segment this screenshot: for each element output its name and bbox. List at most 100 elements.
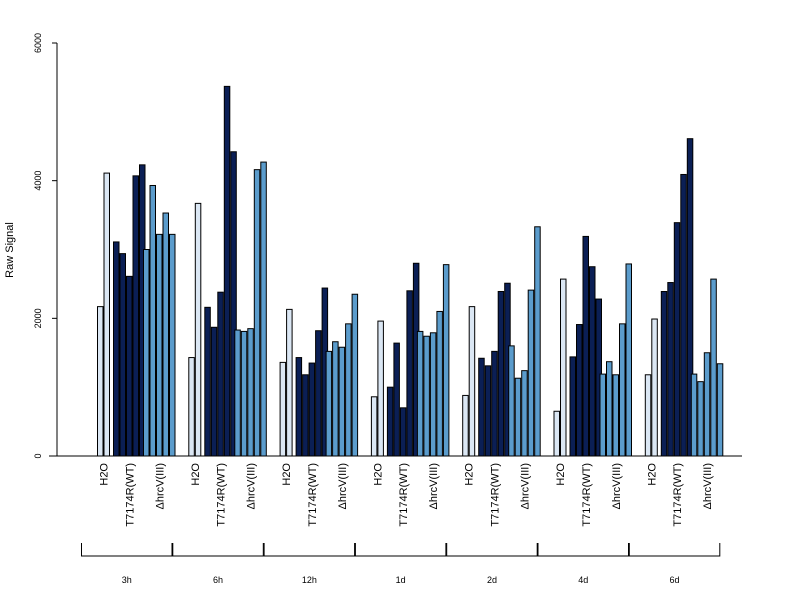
bar-1d-1-2 [399,407,407,457]
bar-1d-1-0 [386,386,394,457]
group-label-1d-1: T7174R(WT) [398,463,410,527]
timepoint-label-12h: 12h [302,575,317,585]
bar-3h-0-1 [103,172,110,457]
bar-6d-2-0 [690,373,698,457]
group-label-1d-0: H2O [372,463,384,486]
bar-3h-2-3 [162,212,169,457]
bar-6h-1-3 [223,85,231,457]
bar-12h-0-1 [286,308,293,457]
bar-6h-2-2 [247,328,254,457]
group-label-12h-1: T7174R(WT) [307,463,319,527]
bar-6h-1-0 [204,306,211,457]
bar-6d-0-1 [651,318,658,457]
bar-1d-0-0 [370,396,378,457]
bar-4d-2-0 [599,373,606,457]
bar-3h-0-0 [97,306,104,457]
y-tick-label-2000: 2000 [33,308,43,328]
bar-12h-2-1 [332,341,339,457]
bar-6d-2-3 [710,278,717,457]
group-label-6d-2: ΔhrcV(III) [702,463,714,509]
bar-2d-2-4 [534,226,541,457]
bar-12h-2-3 [345,323,352,457]
bar-4d-1-1 [576,324,583,457]
group-label-3h-0: H2O [99,463,111,486]
bar-1d-1-3 [406,290,413,457]
bar-6h-1-1 [210,326,218,457]
bar-12h-1-3 [315,330,322,457]
bar-2d-1-0 [478,357,485,457]
bar-6d-1-2 [673,222,681,457]
group-label-2d-0: H2O [464,463,476,486]
bar-1d-2-4 [442,264,450,457]
bar-4d-0-1 [560,278,567,457]
bar-4d-0-0 [553,410,560,457]
timepoint-label-3h: 3h [122,575,132,585]
y-axis-label: Raw Signal [4,222,16,278]
bar-6h-2-4 [260,161,267,457]
bar-6d-0-0 [644,374,652,457]
bar-1d-0-1 [377,320,384,457]
group-label-2d-1: T7174R(WT) [489,463,501,527]
group-label-3h-1: T7174R(WT) [124,463,136,527]
bar-4d-1-2 [582,235,589,457]
group-label-6h-2: ΔhrcV(III) [246,463,258,509]
group-label-4d-2: ΔhrcV(III) [611,463,623,509]
group-label-6d-1: T7174R(WT) [672,463,684,527]
bar-2d-0-0 [462,394,469,457]
group-label-12h-2: ΔhrcV(III) [337,463,349,509]
bar-12h-0-0 [279,361,287,457]
bracket-12h [263,543,356,557]
bar-12h-2-2 [338,346,346,457]
group-label-4d-1: T7174R(WT) [581,463,593,527]
y-ticks-layer: 0 2000 4000 6000 [33,33,57,459]
y-tick-label-0: 0 [33,453,43,458]
group-label-4d-0: H2O [555,463,567,486]
bar-6h-2-3 [253,169,261,457]
bar-1d-2-2 [429,332,437,457]
bar-12h-1-1 [302,374,309,457]
bar-2d-2-1 [514,377,522,457]
brackets-layer: 3h 6h 12h 1d 2d 4d 6d [81,543,721,585]
bar-2d-2-3 [527,289,535,457]
group-label-3h-2: ΔhrcV(III) [154,463,166,509]
bracket-6h [172,543,264,557]
bracket-1d [354,543,447,557]
bar-6d-2-2 [703,352,711,457]
bracket-2d [446,543,538,557]
bar-4d-2-3 [619,323,626,457]
group-label-6h-0: H2O [190,463,202,486]
bar-2d-1-3 [497,290,505,457]
bar-6d-1-1 [667,282,674,457]
x-labels-layer: H2O T7174R(WT) ΔhrcV(III) H2O T7174R(WT) Δhrc… [99,463,715,527]
group-label-6h-1: T7174R(WT) [216,463,228,527]
bars-layer [97,85,724,457]
timepoint-label-6h: 6h [213,575,223,585]
bar-1d-2-1 [423,335,430,457]
group-label-1d-2: ΔhrcV(III) [428,463,440,509]
bracket-3h [81,543,173,557]
bar-4d-2-4 [625,263,632,457]
bar-6h-0-1 [194,202,202,457]
bar-4d-1-3 [589,266,596,457]
bar-2d-1-1 [484,365,492,457]
bar-1d-2-0 [416,330,424,457]
bar-12h-2-4 [351,293,359,457]
timepoint-label-6d: 6d [670,575,680,585]
bar-6h-2-0 [234,329,241,457]
timepoint-label-4d: 4d [578,575,588,585]
bar-4d-1-0 [569,356,576,457]
bar-12h-1-0 [295,357,303,457]
y-tick-label-4000: 4000 [33,171,43,191]
bar-6h-1-2 [217,291,224,457]
bar-2d-2-2 [521,370,528,457]
bar-3h-2-2 [156,233,163,457]
bar-3h-1-3 [132,175,139,457]
bar-1d-1-1 [393,342,400,457]
bar-3h-1-0 [113,241,120,457]
bar-3h-1-2 [126,275,133,457]
group-label-6d-0: H2O [646,463,658,486]
bar-6d-1-3 [680,173,687,457]
bar-12h-1-2 [308,362,316,457]
bracket-4d [537,543,629,557]
